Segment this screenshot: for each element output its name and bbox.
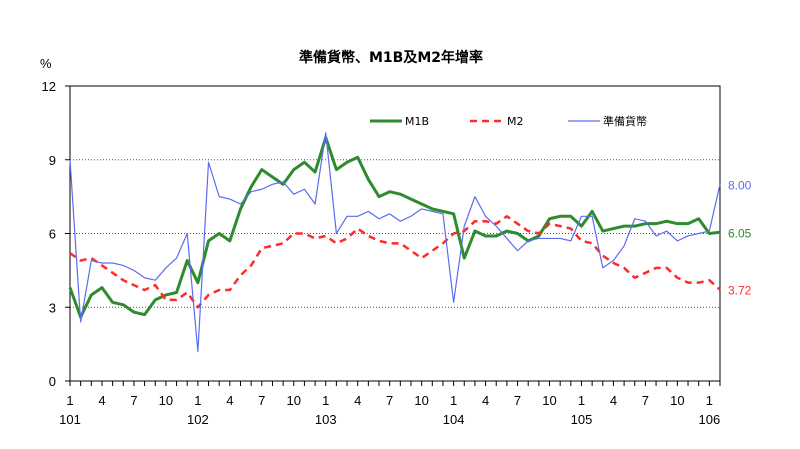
y-axis-ticks: 0 3 6 9 12: [42, 79, 70, 389]
end-value-label: 6.05: [728, 226, 752, 240]
end-value-label: 8.00: [728, 178, 752, 192]
x-tick-label: 10: [287, 393, 301, 408]
chart-title: 準備貨幣、M1B及M2年增率: [299, 49, 483, 66]
y-axis-unit-label: %: [40, 56, 52, 71]
x-tick-label: 10: [670, 393, 684, 408]
y-tick-label: 3: [49, 300, 56, 315]
x-year-label: 103: [315, 412, 337, 427]
y-tick-label: 9: [49, 153, 56, 168]
end-value-label: 3.72: [728, 284, 752, 298]
series-lines: [68, 132, 721, 353]
x-year-label: 101: [59, 412, 81, 427]
x-tick-label: 7: [642, 393, 649, 408]
gridlines: [70, 159, 720, 308]
x-tick-label: 7: [386, 393, 393, 408]
x-tick-label: 4: [482, 393, 489, 408]
x-tick-label: 1: [450, 393, 457, 408]
x-tick-label: 10: [159, 393, 173, 408]
legend-label: M2: [507, 115, 524, 128]
x-tick-label: 1: [578, 393, 585, 408]
x-tick-label: 1: [66, 393, 73, 408]
y-tick-label: 12: [42, 79, 56, 94]
legend-label: M1B: [405, 115, 429, 128]
x-tick-label: 10: [542, 393, 556, 408]
y-tick-label: 0: [49, 374, 56, 389]
x-tick-label: 1: [706, 393, 713, 408]
x-tick-label: 7: [130, 393, 137, 408]
series-line-1: [69, 215, 721, 309]
legend-label: 準備貨幣: [603, 114, 647, 128]
x-tick-label: 4: [610, 393, 617, 408]
x-year-label: 104: [443, 412, 465, 427]
x-tick-label: 7: [258, 393, 265, 408]
y-tick-label: 6: [49, 227, 56, 242]
x-year-label: 102: [187, 412, 209, 427]
x-year-label: 105: [571, 412, 593, 427]
x-tick-label: 7: [514, 393, 521, 408]
x-tick-label: 4: [226, 393, 233, 408]
x-tick-label: 1: [322, 393, 329, 408]
x-tick-label: 10: [414, 393, 428, 408]
series-line-0: [68, 136, 721, 319]
series-line-2: [69, 132, 721, 353]
x-tick-label: 4: [98, 393, 105, 408]
x-tick-label: 4: [354, 393, 361, 408]
legend: M1B M2 準備貨幣: [370, 114, 647, 128]
x-tick-label: 1: [194, 393, 201, 408]
x-year-label: 106: [698, 412, 720, 427]
end-value-labels: 6.05 3.72 8.00: [728, 178, 752, 297]
